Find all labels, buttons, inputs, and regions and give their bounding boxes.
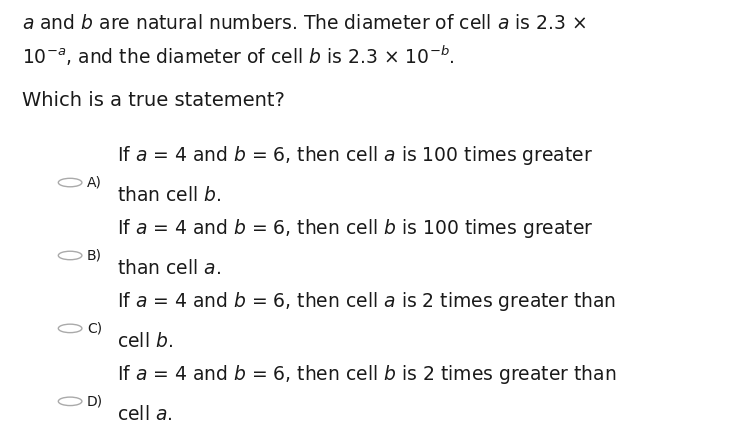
Text: If $\it{a}$ = 4 and $\it{b}$ = 6, then cell $\it{b}$ is 2 times greater than: If $\it{a}$ = 4 and $\it{b}$ = 6, then c… [117,363,616,386]
Text: cell $\it{a}$.: cell $\it{a}$. [117,405,172,424]
Text: If $\it{a}$ = 4 and $\it{b}$ = 6, then cell $\it{a}$ is 2 times greater than: If $\it{a}$ = 4 and $\it{b}$ = 6, then c… [117,290,615,313]
Text: Which is a true statement?: Which is a true statement? [22,91,285,110]
Text: If $\it{a}$ = 4 and $\it{b}$ = 6, then cell $\it{a}$ is 100 times greater: If $\it{a}$ = 4 and $\it{b}$ = 6, then c… [117,145,593,168]
Text: B): B) [87,248,102,263]
Text: If $\it{a}$ = 4 and $\it{b}$ = 6, then cell $\it{b}$ is 100 times greater: If $\it{a}$ = 4 and $\it{b}$ = 6, then c… [117,217,593,240]
Text: $10^{-a}$, and the diameter of cell $\it{b}$ is 2.3 $\times$ $10^{-b}$.: $10^{-a}$, and the diameter of cell $\it… [22,44,455,68]
Text: C): C) [87,321,102,335]
Text: than cell $\it{b}$.: than cell $\it{b}$. [117,186,221,205]
Text: than cell $\it{a}$.: than cell $\it{a}$. [117,259,221,278]
Text: A): A) [87,175,102,190]
Text: cell $\it{b}$.: cell $\it{b}$. [117,332,173,351]
Text: $\it{a}$ and $\it{b}$ are natural numbers. The diameter of cell $\it{a}$ is 2.3 : $\it{a}$ and $\it{b}$ are natural number… [22,14,587,33]
Text: D): D) [87,394,103,408]
